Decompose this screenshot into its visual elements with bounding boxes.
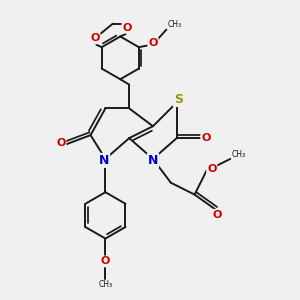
Text: O: O	[90, 33, 100, 43]
Text: N: N	[99, 154, 109, 167]
Text: S: S	[174, 93, 183, 106]
Text: O: O	[207, 164, 217, 174]
Text: O: O	[201, 133, 211, 143]
Text: CH₃: CH₃	[232, 150, 246, 159]
Text: O: O	[101, 256, 110, 266]
Text: CH₃: CH₃	[168, 20, 182, 29]
Text: O: O	[122, 22, 132, 32]
Text: O: O	[148, 38, 158, 48]
Text: CH₃: CH₃	[98, 280, 112, 289]
Text: N: N	[148, 154, 158, 167]
Text: O: O	[212, 210, 222, 220]
Text: O: O	[56, 138, 65, 148]
